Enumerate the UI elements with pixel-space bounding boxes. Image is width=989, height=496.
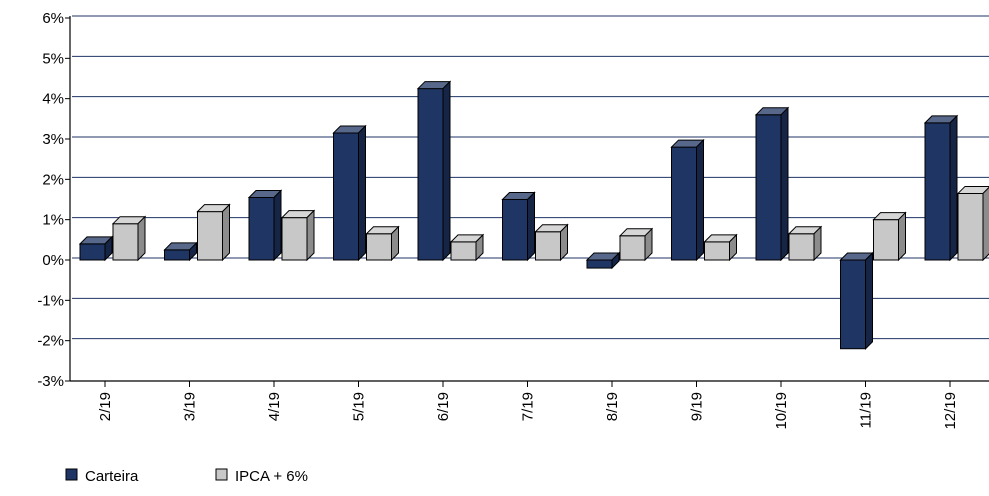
x-tick-label: 7/19 xyxy=(520,392,537,421)
bar-carteira xyxy=(333,132,359,261)
bar-ipca-top-face xyxy=(956,185,989,194)
bar-ipca xyxy=(535,231,561,261)
bar-ipca xyxy=(704,241,730,261)
bar-carteira-side-face xyxy=(358,124,366,262)
x-tick-label: 3/19 xyxy=(182,392,199,421)
bar-ipca-side-face xyxy=(222,203,230,262)
bar-ipca-side-face xyxy=(306,209,315,262)
bar-ipca-side-face xyxy=(644,227,653,262)
bar-ipca-side-face xyxy=(729,233,737,262)
bar-ipca xyxy=(957,192,984,261)
x-tick-label: 12/19 xyxy=(942,392,959,430)
bar-ipca xyxy=(281,217,308,261)
bar-carteira-side-face xyxy=(442,80,451,262)
bar-ipca xyxy=(873,219,899,261)
bar-carteira-side-face xyxy=(611,251,620,270)
bar-ipca-side-face xyxy=(813,225,822,262)
legend-label: IPCA + 6% xyxy=(235,468,308,485)
y-tick-label: 6% xyxy=(42,10,64,27)
y-tick-label: 2% xyxy=(42,171,64,188)
x-tick-label: 9/19 xyxy=(689,392,706,421)
legend-label: Carteira xyxy=(85,468,139,485)
x-tick-label: 4/19 xyxy=(266,392,283,421)
bar-ipca-side-face xyxy=(898,211,906,262)
bar-ipca-side-face xyxy=(475,233,484,262)
y-tick-label: -1% xyxy=(37,292,64,309)
bar-ipca xyxy=(366,233,392,261)
bar-carteira-side-face xyxy=(865,251,873,350)
bar-ipca xyxy=(619,235,646,261)
y-tick-label: 4% xyxy=(42,91,64,108)
bar-ipca xyxy=(197,211,223,261)
bar-carteira-side-face xyxy=(949,114,958,262)
bar-carteira-side-face xyxy=(104,235,113,262)
bar-ipca-side-face xyxy=(560,223,568,262)
x-tick-label: 5/19 xyxy=(351,392,368,421)
bar-ipca xyxy=(112,223,139,261)
y-tick-label: 0% xyxy=(42,252,64,269)
y-tick-label: 3% xyxy=(42,131,64,148)
bar-carteira-side-face xyxy=(696,138,704,262)
bar-carteira xyxy=(417,88,444,261)
x-tick-label: 6/19 xyxy=(435,392,452,421)
x-tick-label: 8/19 xyxy=(604,392,621,421)
bar-carteira-side-face xyxy=(273,189,282,262)
bar-carteira xyxy=(840,259,866,350)
bar-carteira xyxy=(502,199,528,261)
y-tick-label: 5% xyxy=(42,50,64,67)
bar-carteira xyxy=(586,259,613,269)
bar-carteira xyxy=(924,122,951,261)
bar-ipca-side-face xyxy=(391,225,399,262)
y-tick-label: -3% xyxy=(37,373,64,390)
legend-swatch xyxy=(215,468,228,481)
bar-ipca xyxy=(788,233,815,261)
bar-carteira xyxy=(755,114,782,261)
y-tick-label: 1% xyxy=(42,212,64,229)
x-tick-label: 11/19 xyxy=(858,392,875,428)
legend-swatch xyxy=(65,468,78,481)
bar-carteira xyxy=(79,243,106,261)
bar-ipca xyxy=(450,241,477,261)
y-tick-label: -2% xyxy=(37,333,64,350)
bar-ipca-side-face xyxy=(137,215,146,262)
bar-carteira xyxy=(164,249,190,261)
bar-carteira-side-face xyxy=(527,191,535,262)
x-tick-label: 2/19 xyxy=(97,392,114,421)
bar-carteira xyxy=(248,196,275,261)
x-tick-label: 10/19 xyxy=(773,392,790,430)
bar-carteira xyxy=(671,146,697,261)
bar-carteira-side-face xyxy=(189,241,197,262)
bar-ipca-side-face xyxy=(982,186,989,262)
bar-carteira-side-face xyxy=(780,106,789,262)
